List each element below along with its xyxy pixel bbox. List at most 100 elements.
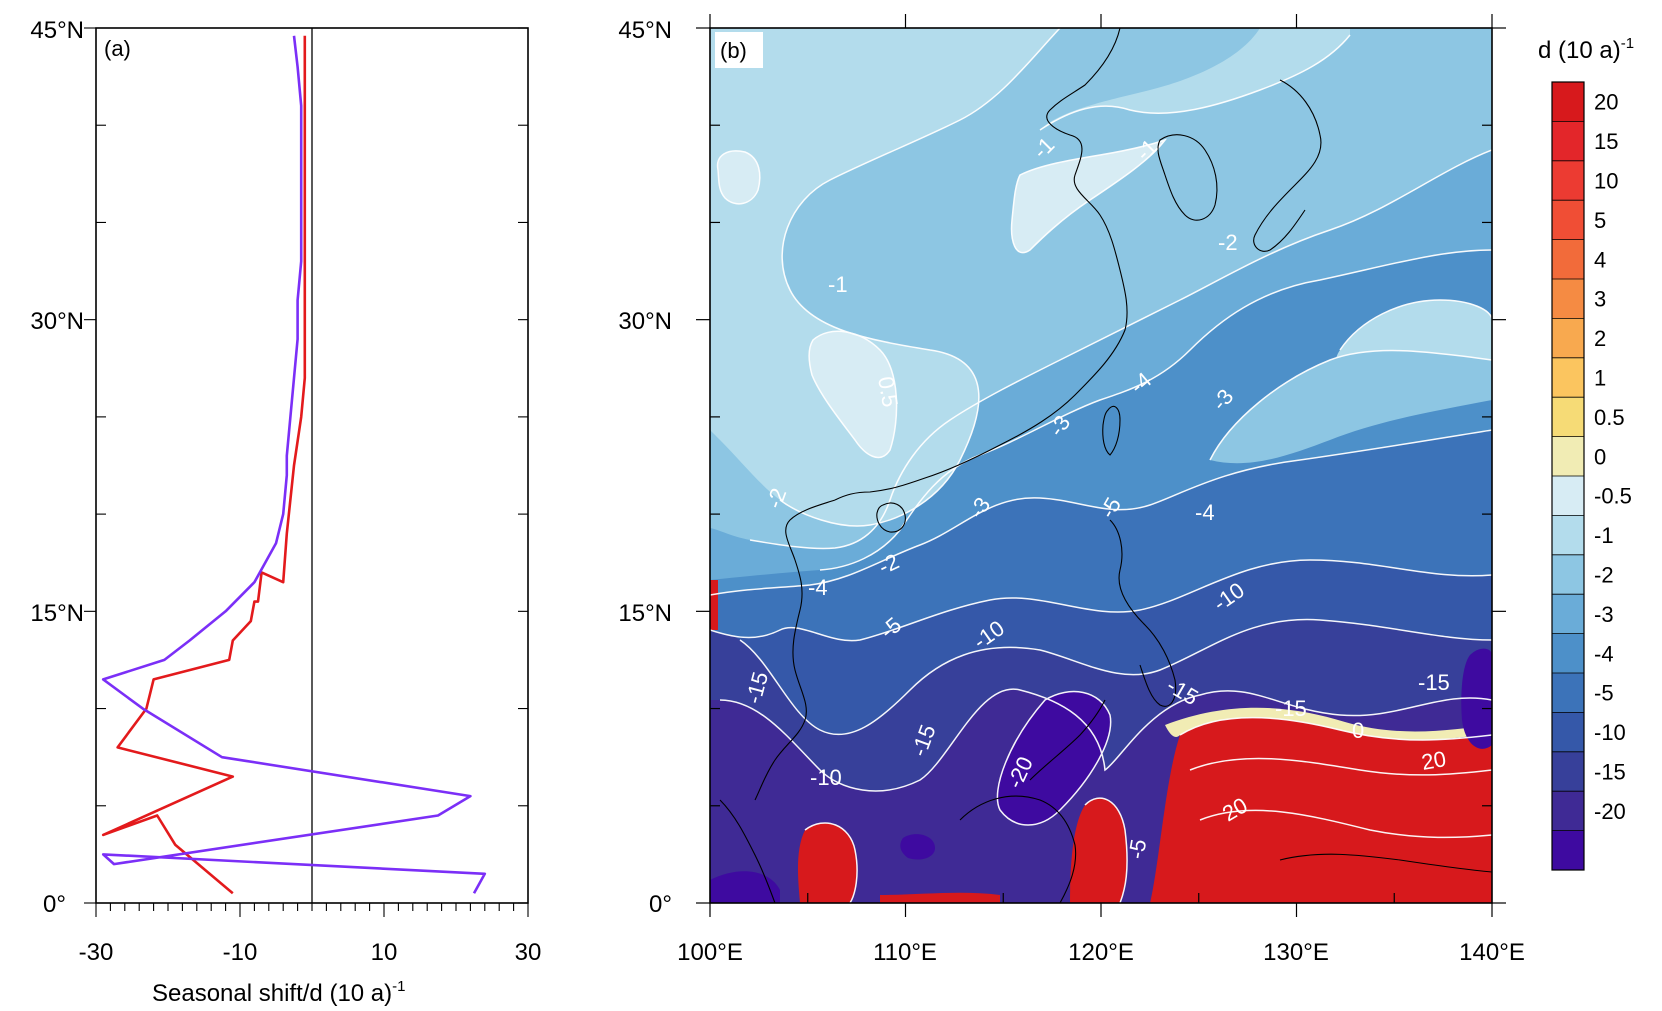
panel-a-ytick-label-15: 15°N (30, 600, 84, 627)
panel-a-ytick-label-0: 0° (43, 891, 66, 918)
contour-central-red-blob (1084, 797, 1128, 903)
band-red-west-edge (710, 580, 718, 630)
contour-positive-20-inner (1189, 757, 1492, 776)
contour-minus-1-north (1039, 34, 1351, 131)
colorbar-label: -3 (1594, 602, 1614, 627)
contour-label: -4 (808, 575, 828, 600)
colorbar-label: -0.5 (1594, 484, 1632, 509)
panel-b-ytick-label-15: 15°N (618, 600, 672, 627)
colorbar-band (1552, 279, 1584, 319)
band-minus-1-north (1040, 28, 1350, 130)
panel-b: (b) 45°N 30°N 15°N 0° 100°E 110°E 120°E … (618, 14, 1525, 966)
colorbar-band (1552, 318, 1584, 359)
colorbar-label: 0.5 (1594, 405, 1625, 430)
colorbar-band (1552, 791, 1584, 832)
panel-a-x-axis-title: Seasonal shift/d (10 a)-1 (152, 978, 405, 1007)
coast-hainan (876, 502, 906, 533)
colorbar-label: 10 (1594, 169, 1618, 194)
contour-minus-1-east (1339, 299, 1492, 351)
coast-sumatra (719, 799, 776, 903)
map-contours (710, 28, 1492, 903)
contour-label: -15 (1418, 670, 1450, 695)
panel-a-xtick-label-m30: -30 (79, 939, 114, 966)
panel-a-xtick-label-30: 30 (515, 939, 542, 966)
panel-a-ytick-label-45: 45°N (30, 17, 84, 44)
colorbar-band (1552, 82, 1584, 122)
coast-newguinea (1279, 853, 1492, 873)
band-minus-1 (710, 28, 1060, 526)
colorbar-label: 2 (1594, 326, 1606, 351)
colorbar-band (1552, 594, 1584, 635)
panel-b-xtick-label-130: 130°E (1263, 939, 1329, 966)
panel-b-xtick-label-110: 110°E (873, 939, 937, 966)
contour-label: -4 (1195, 500, 1215, 525)
contour-minus-10 (739, 618, 1492, 736)
colorbar: d (10 a)-1 20 15 10 5 4 3 2 1 0.5 0 -0.5 -1 -2 -3 -4 -5… (1538, 35, 1634, 871)
colorbar-band (1552, 239, 1584, 280)
band-minus-0-5 (717, 140, 1165, 458)
colorbar-label: 20 (1594, 90, 1618, 115)
contour-label: -15 (1275, 696, 1307, 721)
contour-label: -5 (1123, 837, 1151, 861)
colorbar-band (1552, 397, 1584, 438)
colorbar-label: 3 (1594, 287, 1606, 312)
colorbar-band (1552, 121, 1584, 162)
coast-palawan (1029, 699, 1106, 781)
contour-minus-5 (710, 559, 1492, 642)
band-minus-20-south (900, 834, 935, 860)
colorbar-bands (1552, 82, 1584, 871)
colorbar-band (1552, 436, 1584, 477)
colorbar-label: 5 (1594, 208, 1606, 233)
coast-borneo (959, 795, 1077, 903)
coast-korea (1157, 134, 1218, 221)
contour-label: 20 (1420, 746, 1448, 775)
coast-china (834, 28, 1128, 501)
panel-a-ytick-label-30: 30°N (30, 308, 84, 335)
panel-a-series (101, 35, 487, 895)
contour-minus-0-5-west (716, 150, 761, 205)
panel-b-ytick-label-0: 0° (649, 891, 672, 918)
panel-b-ytick-label-30: 30°N (618, 308, 672, 335)
panel-a: (a) 0° 15°N 30°N 45°N -30 -10 10 30 Seas… (30, 17, 541, 1007)
contour-label: 0 (1352, 718, 1364, 743)
contour-west-red-blob (804, 822, 858, 903)
contour-label: 0.5 (873, 375, 903, 409)
colorbar-band (1552, 200, 1584, 241)
coast-indochina (754, 499, 836, 801)
coast-philippines (1109, 519, 1177, 707)
contour-minus-2-east (1209, 349, 1492, 461)
map-field (710, 28, 1492, 903)
colorbar-label: -15 (1594, 760, 1626, 785)
colorbar-band (1552, 357, 1584, 398)
colorbar-title: d (10 a)-1 (1538, 35, 1634, 64)
panel-b-xtick-label-120: 120°E (1068, 939, 1134, 966)
series-line-1 (101, 35, 487, 894)
contour-label: -2 (1218, 230, 1238, 255)
colorbar-label: -10 (1594, 720, 1626, 745)
contour-positive-20-east (1179, 716, 1492, 741)
contour-minus-2 (749, 149, 1492, 550)
panel-b-xtick-label-100: 100°E (677, 939, 743, 966)
contour-minus-0-5-central (808, 330, 898, 459)
colorbar-band (1552, 633, 1584, 674)
colorbar-labels: 20 15 10 5 4 3 2 1 0.5 0 -0.5 -1 -2 -3 -4 -5 -10 -15 -20 (1552, 90, 1632, 831)
contour-minus-1 (779, 28, 1061, 527)
panel-b-ytick-label-45: 45°N (618, 17, 672, 44)
colorbar-label: 0 (1594, 444, 1606, 469)
coastlines (719, 28, 1492, 903)
panel-a-xtick-label-m10: -10 (223, 939, 258, 966)
colorbar-band (1552, 712, 1584, 753)
colorbar-band (1552, 476, 1584, 516)
colorbar-band (1552, 515, 1584, 556)
panel-b-label: (b) (720, 38, 747, 63)
contour-label: -1 (828, 272, 848, 297)
contour-minus-15 (719, 688, 1492, 792)
band-white-edge (1165, 707, 1492, 740)
colorbar-label: 1 (1594, 366, 1606, 391)
colorbar-label: -4 (1594, 641, 1614, 666)
panel-b-label-box (715, 32, 763, 68)
band-minus-20-southwest (710, 871, 780, 903)
contour-minus-0-5-north (1010, 138, 1168, 254)
coast-taiwan (1102, 405, 1121, 456)
